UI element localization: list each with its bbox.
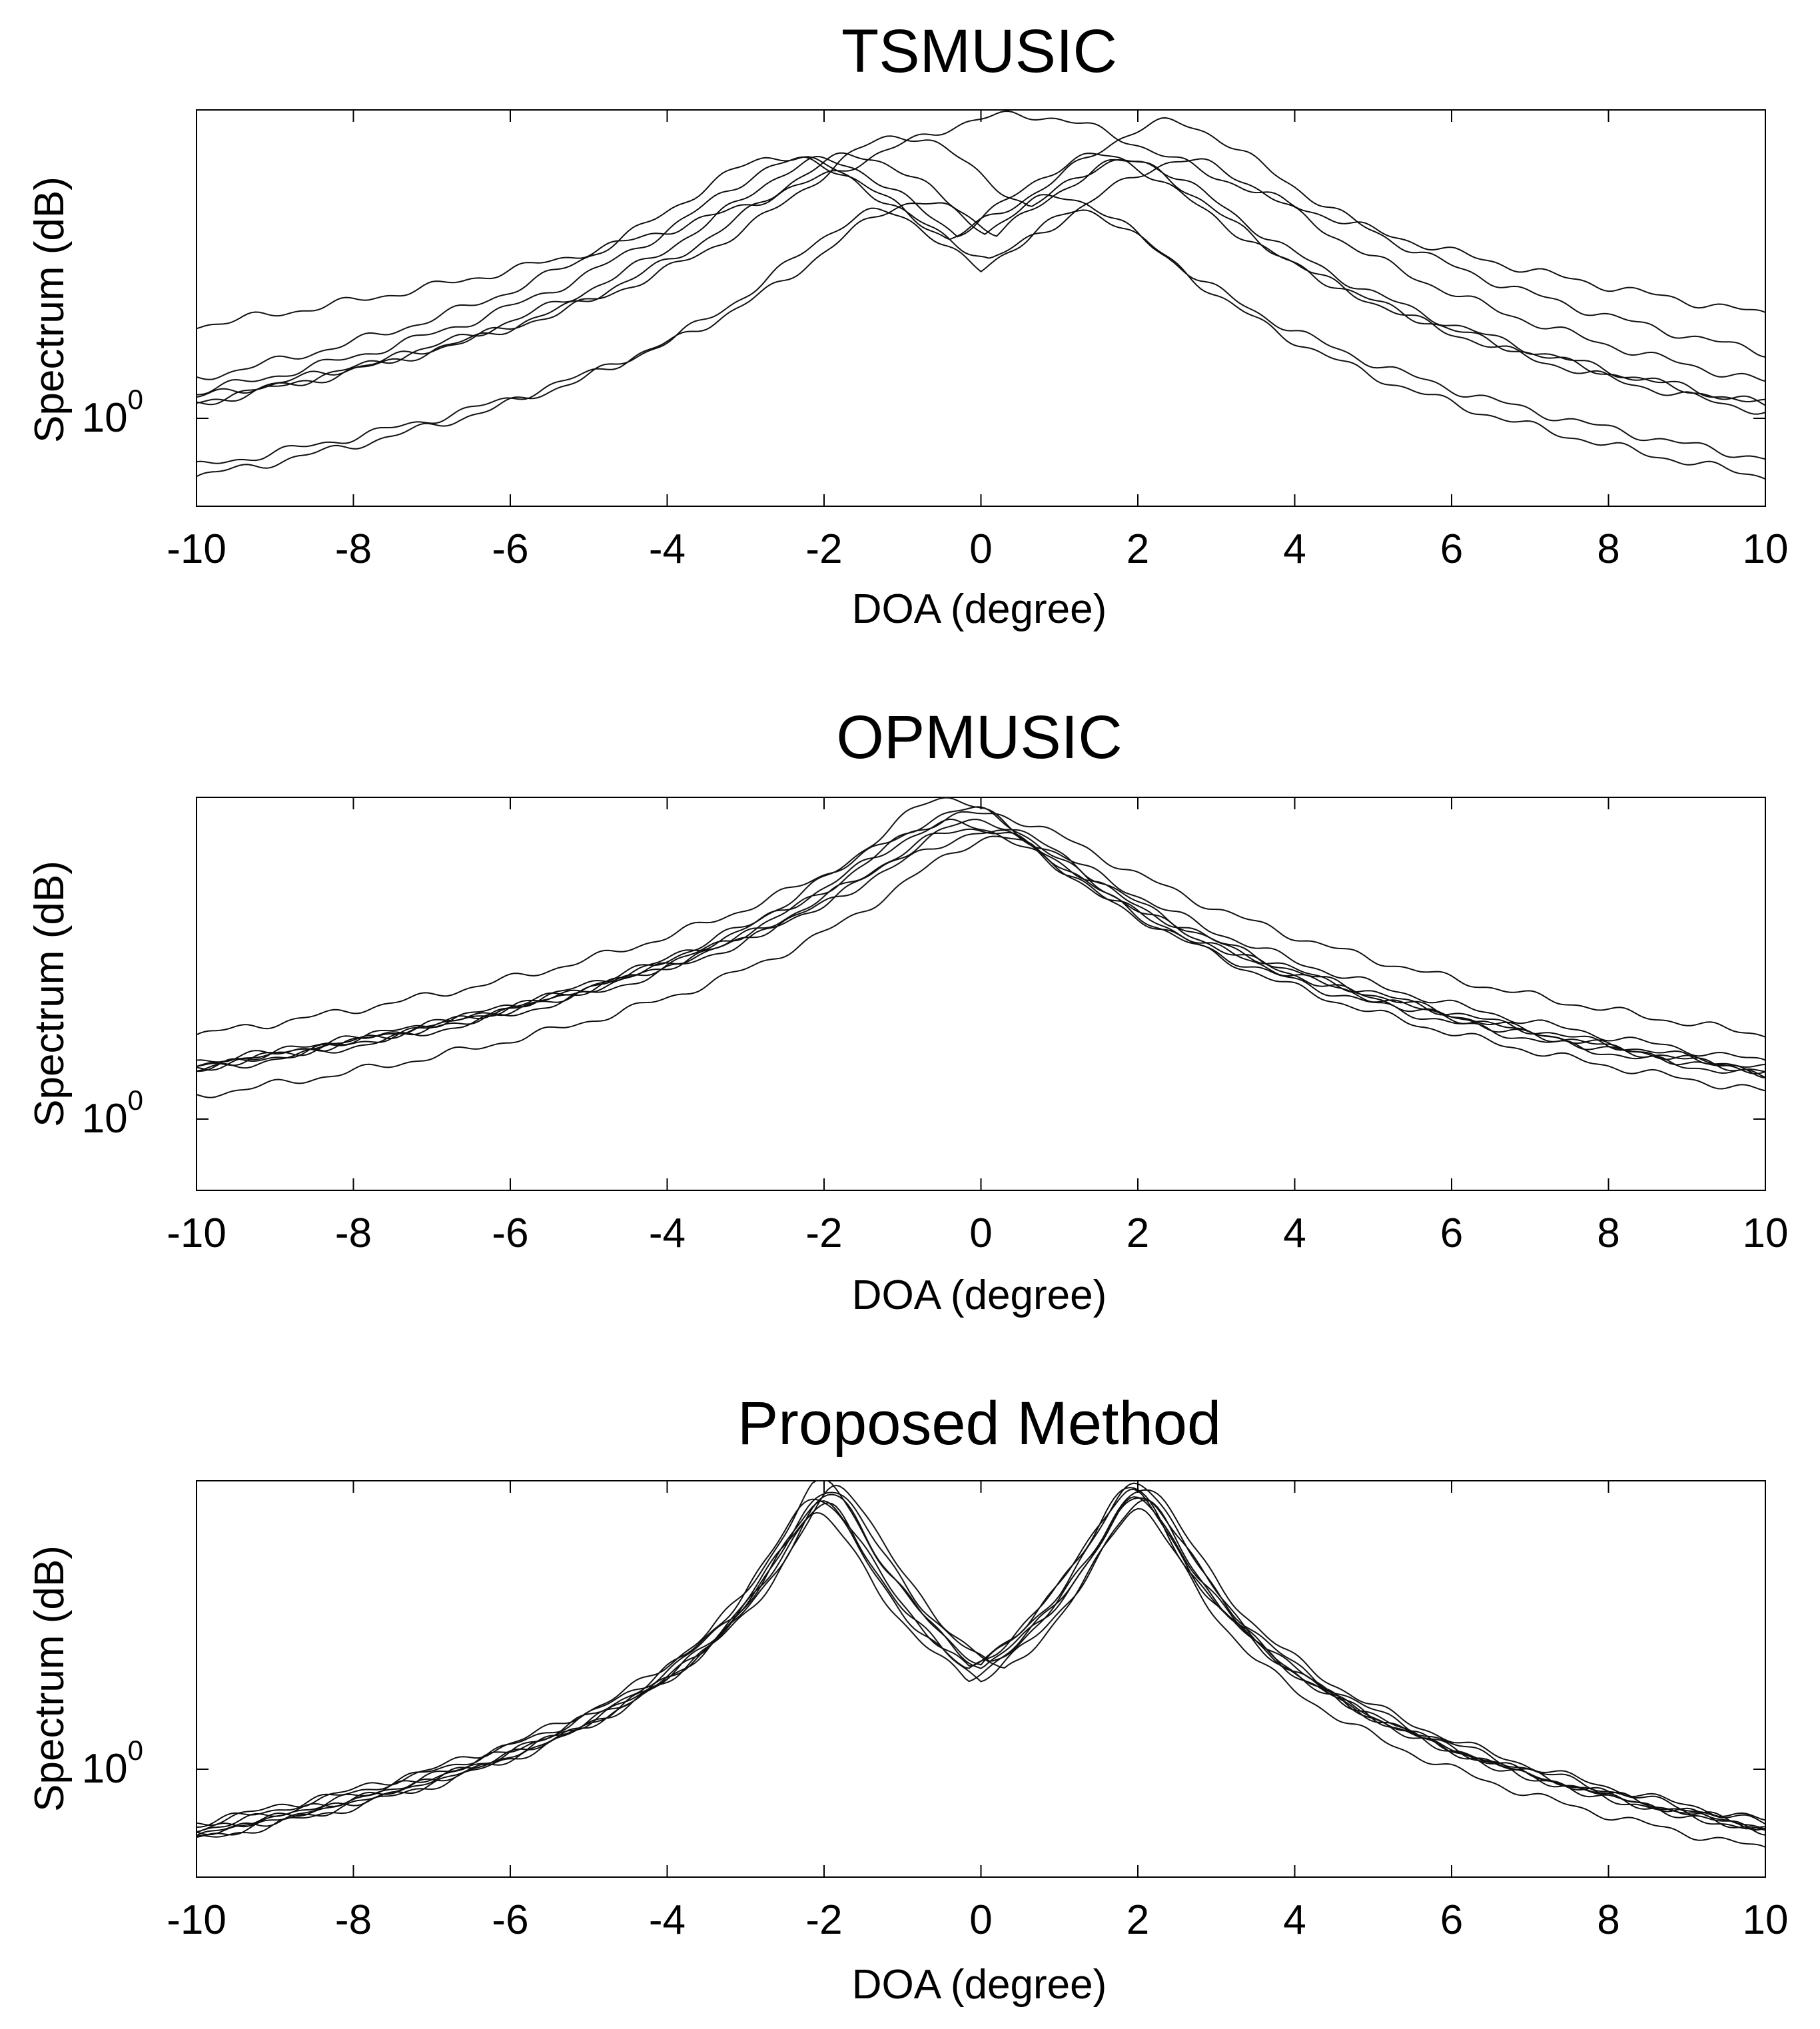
x-axis-label: DOA (degree)	[852, 1962, 1107, 2008]
y-axis-label: Spectrum (dB)	[27, 1545, 73, 1812]
plot-frame	[196, 1480, 1766, 1878]
series-line	[196, 829, 1766, 1067]
x-tick-label: 6	[1440, 526, 1463, 572]
x-tick-label: -6	[492, 526, 528, 572]
plot-frame	[196, 109, 1766, 507]
x-tick-label: 2	[1127, 1897, 1149, 1943]
x-tick-label: -2	[805, 1210, 842, 1256]
x-tick-label: 2	[1127, 526, 1149, 572]
series-line	[196, 1491, 1766, 1836]
x-tick-label: -10	[167, 1210, 227, 1256]
x-tick-label: -6	[492, 1210, 528, 1256]
x-tick-label: 0	[969, 1897, 992, 1943]
x-tick-label: 8	[1597, 1897, 1619, 1943]
series-line	[196, 1489, 1766, 1836]
x-tick-label: 8	[1597, 526, 1619, 572]
series-line	[196, 152, 1766, 404]
series-line	[196, 818, 1766, 1072]
series-line	[196, 1496, 1766, 1838]
x-tick-label: 4	[1283, 526, 1306, 572]
series-line	[196, 806, 1766, 1078]
series-line	[196, 110, 1766, 330]
x-tick-label: -2	[805, 1897, 842, 1943]
x-tick-label: -4	[649, 1897, 685, 1943]
series-line	[196, 1499, 1766, 1838]
x-tick-label: 6	[1440, 1210, 1463, 1256]
x-tick-label: 10	[1743, 526, 1789, 572]
series-line	[196, 156, 1766, 382]
x-ticks: -10 -8 -6 -4 -2 0 2 4 6 8 10	[167, 110, 1788, 572]
series-line	[196, 811, 1766, 1038]
x-ticks: -10 -8 -6 -4 -2 0 2 4 6 8 10	[167, 797, 1788, 1256]
series-layer	[196, 110, 1766, 480]
series-layer	[196, 797, 1766, 1098]
x-tick-label: -8	[335, 1897, 372, 1943]
panel-tsmusic: TSMUSIC -10 -8 -6 -4 -2 0 2 4 6 8 10 100 Spectrum …	[27, 17, 1788, 632]
x-tick-label: -4	[649, 1210, 685, 1256]
series-line	[196, 135, 1766, 415]
series-line	[196, 194, 1766, 464]
x-tick-label: -10	[167, 1897, 227, 1943]
x-tick-label: -8	[335, 1210, 372, 1256]
x-tick-label: -6	[492, 1897, 528, 1943]
y-axis-label: Spectrum (dB)	[27, 177, 73, 443]
x-tick-label: -10	[167, 526, 227, 572]
x-tick-label: 2	[1127, 1210, 1149, 1256]
y-tick-label: 100	[82, 1084, 143, 1142]
panel-proposed-method: Proposed Method -10 -8 -6 -4 -2 0 2 4 6 8 10 100 S…	[27, 1390, 1788, 2008]
x-tick-label: 6	[1440, 1897, 1463, 1943]
x-tick-label: -4	[649, 526, 685, 572]
series-line	[196, 1484, 1766, 1848]
panel-title: Proposed Method	[737, 1390, 1221, 1457]
x-axis-label: DOA (degree)	[852, 586, 1107, 632]
series-line	[196, 207, 1766, 480]
series-line	[196, 819, 1766, 1074]
y-tick-label: 100	[82, 1735, 143, 1792]
x-tick-label: 4	[1283, 1897, 1306, 1943]
series-line	[196, 835, 1766, 1098]
x-tick-label: 10	[1743, 1897, 1789, 1943]
x-tick-label: 0	[969, 526, 992, 572]
x-tick-label: 0	[969, 1210, 992, 1256]
x-ticks: -10 -8 -6 -4 -2 0 2 4 6 8 10	[167, 1481, 1788, 1943]
series-layer	[196, 1480, 1766, 1848]
x-tick-label: 8	[1597, 1210, 1619, 1256]
x-tick-label: -2	[805, 526, 842, 572]
panel-title: OPMUSIC	[836, 703, 1122, 771]
x-tick-label: 10	[1743, 1210, 1789, 1256]
series-line	[196, 153, 1766, 406]
series-line	[196, 117, 1766, 396]
panel-title: TSMUSIC	[841, 17, 1117, 85]
y-axis-label: Spectrum (dB)	[27, 861, 73, 1127]
y-tick-label: 100	[82, 384, 143, 441]
x-tick-label: 4	[1283, 1210, 1306, 1256]
x-axis-label: DOA (degree)	[852, 1272, 1107, 1318]
x-tick-label: -8	[335, 526, 372, 572]
panel-opmusic: OPMUSIC -10 -8 -6 -4 -2 0 2 4 6 8 10 100 Spectrum …	[27, 703, 1788, 1318]
